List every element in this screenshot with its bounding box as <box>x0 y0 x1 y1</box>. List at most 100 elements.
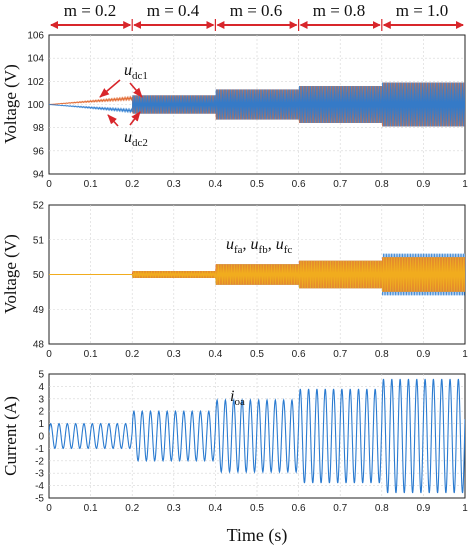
x-tick-label: 0.2 <box>125 503 139 514</box>
x-tick-label: 0.6 <box>292 503 306 514</box>
udc1-arrow-right <box>129 82 143 98</box>
x-tick-label: 0.7 <box>333 503 347 514</box>
y-tick-labels: -5 -4-3 -2-10 12 345 <box>35 370 44 505</box>
x-tick-label: 0.5 <box>250 179 264 190</box>
y-tick-labels: 48 49 50 51 52 <box>33 201 45 351</box>
y-tick-label: -2 <box>35 456 44 467</box>
ioa-base: i <box>230 388 234 405</box>
y-axis-label: Voltage (V) <box>1 234 20 313</box>
x-tick-label: 0.3 <box>167 503 181 514</box>
x-tick-labels: 0 0.1 0.2 0.3 0.4 0.5 0.6 0.7 0.8 0.9 1 <box>46 503 468 514</box>
y-tick-label: -3 <box>35 469 44 480</box>
y-tick-label: -5 <box>35 494 44 505</box>
ufb-sub: fb <box>259 244 269 256</box>
svg-text:udc1: udc1 <box>124 62 148 82</box>
uf-sep-1: , <box>243 236 251 253</box>
x-tick-label: 0.8 <box>375 503 389 514</box>
y-tick-label: 1 <box>38 419 44 430</box>
x-tick-label: 0.5 <box>250 349 264 360</box>
x-tick-label: 0 <box>46 503 52 514</box>
x-tick-label: 0.1 <box>84 503 98 514</box>
x-tick-label: 0.9 <box>416 349 430 360</box>
x-axis-label: Time (s) <box>227 525 288 546</box>
plot-area <box>49 253 465 296</box>
y-tick-label: 48 <box>33 340 45 351</box>
x-tick-label: 1 <box>462 179 468 190</box>
udc2-arrow-right <box>129 111 141 126</box>
y-tick-label: -1 <box>35 444 44 455</box>
svg-text:udc2: udc2 <box>124 129 148 149</box>
m-arrows <box>50 19 464 31</box>
y-tick-label: 50 <box>33 270 45 281</box>
x-tick-label: 1 <box>462 349 468 360</box>
series-u_fc <box>49 257 465 292</box>
uf-sep-2: , <box>268 236 276 253</box>
x-tick-label: 0.6 <box>292 349 306 360</box>
x-tick-label: 0.4 <box>208 503 222 514</box>
annotation-uf: ufa, ufb, ufc <box>226 236 292 256</box>
x-tick-label: 0.8 <box>375 179 389 190</box>
panel-dc-voltage: 94 96 98 100 102 104 106 0 0.1 0.2 0.3 0.4 0.5 0.6 0.… <box>1 31 468 191</box>
y-tick-label: 100 <box>27 100 44 111</box>
x-tick-label: 0.7 <box>333 349 347 360</box>
x-tick-label: 0.9 <box>416 503 430 514</box>
x-tick-label: 1 <box>462 503 468 514</box>
x-tick-label: 0.3 <box>167 349 181 360</box>
x-tick-label: 0.6 <box>292 179 306 190</box>
x-tick-label: 0.2 <box>125 349 139 360</box>
x-tick-labels: 0 0.1 0.2 0.3 0.4 0.5 0.6 0.7 0.8 0.9 1 <box>46 179 468 190</box>
series-u_dc2 <box>49 82 465 127</box>
m-label-2: m = 0.6 <box>230 1 283 20</box>
x-tick-label: 0.2 <box>125 179 139 190</box>
annotation-udc1: udc1 <box>99 62 148 98</box>
x-tick-label: 0.3 <box>167 179 181 190</box>
m-label-1: m = 0.4 <box>147 1 200 20</box>
y-tick-label: 98 <box>33 123 45 134</box>
panel-filter-voltage: 48 49 50 51 52 0 0.1 0.2 0.3 0.4 0.5 0.6 0.7 0.8 0.9 1… <box>1 201 468 361</box>
annotation-ioa: ioa <box>230 388 245 408</box>
plot-area <box>49 378 465 494</box>
x-tick-label: 0.8 <box>375 349 389 360</box>
ufb-base: u <box>251 236 259 253</box>
y-tick-label: 0 <box>38 432 44 443</box>
y-tick-label: 52 <box>33 201 45 212</box>
y-tick-label: 104 <box>27 54 44 65</box>
x-tick-label: 0.5 <box>250 503 264 514</box>
udc1-sub: dc1 <box>132 70 148 82</box>
y-tick-label: 5 <box>38 370 44 381</box>
m-label-3: m = 0.8 <box>313 1 366 20</box>
y-tick-label: 49 <box>33 305 45 316</box>
m-label-0: m = 0.2 <box>64 1 117 20</box>
x-tick-label: 0.4 <box>208 349 222 360</box>
annotation-udc2: udc2 <box>107 111 148 149</box>
svg-text:ioa: ioa <box>230 388 245 408</box>
udc1-arrow <box>99 79 121 98</box>
x-tick-label: 0 <box>46 179 52 190</box>
y-tick-label: 96 <box>33 146 45 157</box>
ufc-sub: fc <box>284 244 293 256</box>
y-tick-label: 102 <box>27 77 44 88</box>
x-tick-label: 0.1 <box>84 349 98 360</box>
udc2-arrow <box>107 114 119 127</box>
m-label-4: m = 1.0 <box>396 1 449 20</box>
ufa-sub: fa <box>234 244 243 256</box>
ufc-base: u <box>276 236 284 253</box>
y-tick-label: 94 <box>33 170 45 181</box>
y-tick-label: 4 <box>38 382 44 393</box>
series-i_oa <box>49 378 465 494</box>
y-axis-label: Voltage (V) <box>1 64 20 143</box>
y-tick-label: 106 <box>27 31 44 42</box>
udc1-base: u <box>124 62 132 79</box>
x-tick-label: 0.7 <box>333 179 347 190</box>
x-tick-label: 0.9 <box>416 179 430 190</box>
x-tick-label: 0 <box>46 349 52 360</box>
ufa-base: u <box>226 236 234 253</box>
udc2-base: u <box>124 129 132 146</box>
x-tick-label: 0.4 <box>208 179 222 190</box>
y-tick-labels: 94 96 98 100 102 104 106 <box>27 31 44 181</box>
y-tick-label: -4 <box>35 481 44 492</box>
x-tick-label: 0.1 <box>84 179 98 190</box>
plot-area <box>49 82 465 127</box>
modulation-header: m = 0.2 m = 0.4 m = 0.6 m = 0.8 m = 1.0 <box>50 1 464 31</box>
